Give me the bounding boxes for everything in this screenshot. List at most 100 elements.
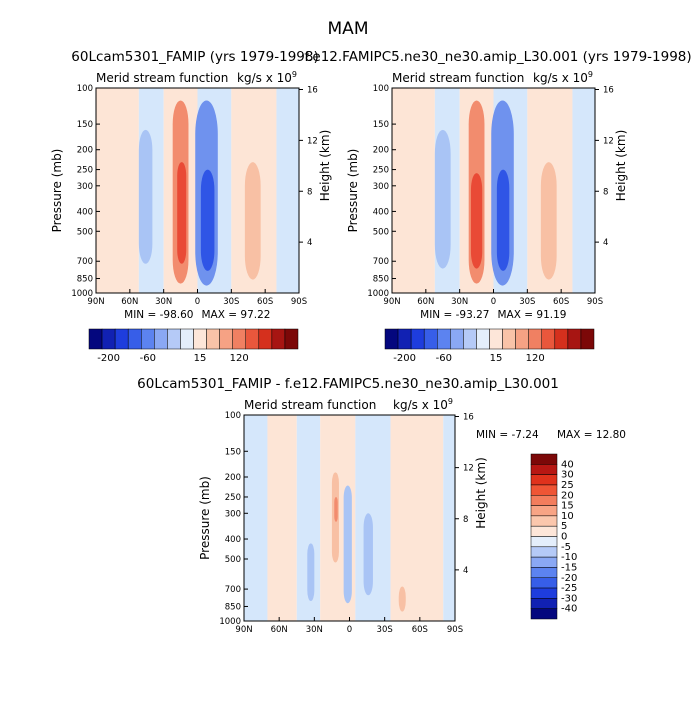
min-label: MIN = -93.27 [420, 309, 489, 321]
colorbar-label: -20 [561, 573, 577, 584]
colorbar-label: -10 [561, 552, 577, 563]
x-tick-label: 90S [447, 625, 463, 635]
contour-field [392, 88, 595, 293]
contour-cell [470, 173, 483, 269]
colorbar-swatch [245, 328, 260, 350]
colorbar-label: 10 [561, 511, 574, 522]
colorbar-swatch [450, 328, 464, 350]
colorbar-swatch [141, 328, 155, 350]
colorbar-swatch [580, 328, 595, 350]
panel-2-test-plot: Merid stream function kg/s x 109 90N 60N 30N… [346, 70, 628, 364]
background-band [96, 88, 139, 293]
y-tick-label: 400 [225, 535, 241, 545]
height-tick-label: 16 [463, 413, 474, 423]
x-tick-label: 60N [271, 625, 288, 635]
x-tick-label: 30S [377, 625, 393, 635]
colorbar-swatch [530, 474, 558, 486]
y-tick-label: 100 [77, 84, 93, 94]
y-tick-label: 500 [373, 227, 389, 237]
colorbar-swatch [528, 328, 542, 350]
colorbar-label: 120 [230, 353, 249, 364]
background-band [267, 415, 297, 621]
y-tick-label: 700 [77, 257, 93, 267]
height-tick-label: 8 [603, 187, 608, 197]
panel-3-title: 60Lcam5301_FAMIP - f.e12.FAMIPC5.ne30_ne… [137, 376, 559, 392]
height-axis-label: Height (km) [474, 457, 488, 528]
height-tick-label: 12 [603, 136, 614, 146]
contour-field [96, 88, 299, 293]
colorbar-label: -30 [561, 593, 577, 604]
colorbar-swatch [567, 328, 582, 350]
height-tick-label: 4 [463, 566, 468, 576]
height-tick-label: 8 [307, 187, 312, 197]
colorbar-label: 40 [561, 459, 574, 470]
colorbar-label: -5 [561, 542, 571, 553]
colorbar-swatch [219, 328, 233, 350]
contour-cell [200, 169, 215, 271]
colorbar-label: -25 [561, 583, 577, 594]
colorbar-swatch [284, 328, 299, 350]
x-tick-label: 0 [491, 297, 496, 307]
y-axis-label: Pressure (mb) [198, 476, 212, 560]
contour-cell [177, 162, 187, 264]
x-tick-label: 90N [383, 297, 400, 307]
y-tick-label: 700 [225, 585, 241, 595]
colorbar-swatch [530, 546, 558, 558]
x-tick-label: 30N [451, 297, 468, 307]
contour-cell [343, 485, 352, 604]
max-label: MAX = 97.22 [202, 309, 271, 321]
x-tick-label: 30S [519, 297, 535, 307]
background-band [390, 415, 444, 621]
y-tick-label: 300 [373, 182, 389, 192]
colorbar-swatch [530, 484, 558, 496]
y-tick-label: 250 [225, 493, 241, 503]
contour-cell [496, 169, 510, 271]
y-tick-label: 1000 [71, 289, 93, 299]
contour-cell [540, 162, 557, 280]
y-tick-label: 400 [373, 207, 389, 217]
y-axis-label: Pressure (mb) [346, 149, 360, 233]
colorbar-swatch [423, 328, 438, 350]
y-tick-label: 150 [373, 120, 389, 130]
units-label: kg/s x 109 [533, 70, 593, 85]
y-tick-label: 850 [373, 275, 389, 285]
colorbar-swatch [410, 328, 425, 350]
y-tick-label: 200 [225, 473, 241, 483]
colorbar-swatch [101, 328, 116, 350]
colorbar-label: -60 [140, 353, 156, 364]
colorbar-swatch [530, 556, 558, 568]
colorbar-swatch [530, 598, 558, 609]
y-tick-label: 300 [77, 182, 93, 192]
background-band [276, 88, 299, 293]
colorbar-swatch [515, 328, 529, 350]
x-tick-label: 30S [223, 297, 239, 307]
contour-cell [398, 586, 406, 612]
height-axis-label: Height (km) [318, 130, 332, 201]
colorbar-swatch [530, 577, 558, 589]
y-tick-label: 150 [77, 120, 93, 130]
y-tick-label: 400 [77, 207, 93, 217]
contour-cell [138, 129, 153, 264]
height-tick-label: 12 [463, 464, 474, 474]
panel-3-difference-plot: Merid stream function kg/s x 109 90N 60N 30N… [198, 397, 626, 635]
x-tick-label: 30N [155, 297, 172, 307]
background-band [355, 415, 391, 621]
y-tick-label: 500 [225, 555, 241, 565]
y-tick-label: 200 [77, 146, 93, 156]
y-tick-label: 1000 [367, 289, 389, 299]
colorbar-swatch [88, 328, 103, 350]
left-string: Merid stream function [392, 71, 524, 85]
units-label: kg/s x 109 [237, 70, 297, 85]
colorbar-swatch [232, 328, 246, 350]
colorbar-swatch [530, 525, 558, 537]
x-tick-label: 60S [257, 297, 273, 307]
contour-cell [334, 496, 338, 522]
colorbar-swatch [258, 328, 273, 350]
colorbar-swatch [541, 328, 556, 350]
contour-cell [244, 162, 261, 280]
y-tick-label: 250 [373, 166, 389, 176]
colorbar-swatch [167, 328, 181, 350]
contour-cell [307, 543, 315, 602]
colorbar-label: -15 [561, 562, 577, 573]
min-label: MIN = -7.24 [476, 429, 539, 441]
